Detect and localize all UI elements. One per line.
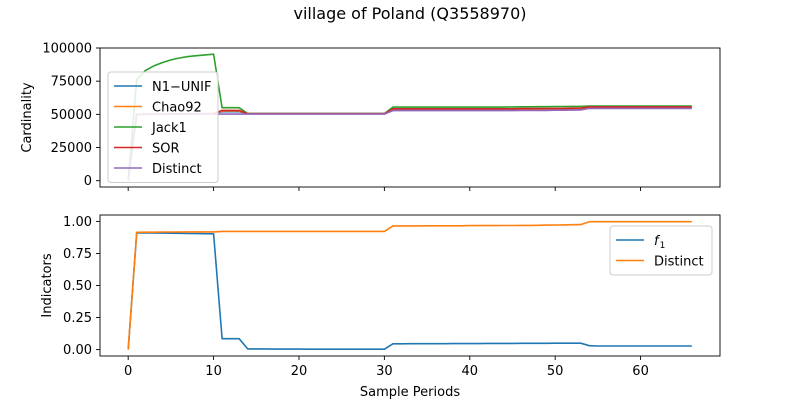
x-tick-label: 0 — [124, 364, 132, 379]
indicators-y-axis-label: Indicators — [40, 253, 55, 317]
x-axis-label: Sample Periods — [360, 385, 460, 400]
indicators-series-line-1 — [127, 220, 692, 350]
indicators-series-line-0 — [127, 232, 692, 351]
cardinality-legend: N1−UNIF Chao92 Jack1 SOR Distinct — [107, 71, 219, 183]
chart-title: village of Poland (Q3558970) — [293, 4, 526, 23]
cardinality-legend-box — [107, 71, 219, 183]
x-tick-label: 20 — [291, 364, 308, 379]
indicators-y-tick-label: 0.75 — [63, 247, 92, 262]
cardinality-y-tick-label: 50000 — [51, 108, 92, 123]
cardinality-y-tick-label: 100000 — [42, 42, 92, 57]
cardinality-legend-label: Distinct — [152, 162, 202, 177]
x-tick-label: 30 — [376, 364, 393, 379]
cardinality-series-line-4 — [127, 107, 692, 181]
cardinality-legend-label: N1−UNIF — [152, 80, 211, 95]
cardinality-y-tick-label: 25000 — [51, 141, 92, 156]
cardinality-legend-label: Jack1 — [151, 121, 187, 136]
cardinality-y-tick-label: 75000 — [51, 75, 92, 90]
indicators-y-tick-label: 0.00 — [63, 343, 92, 358]
cardinality-series-line-3 — [127, 106, 692, 181]
x-tick-label: 60 — [632, 364, 649, 379]
indicators-legend-label: f1 — [654, 234, 665, 251]
indicators-y-tick-label: 0.50 — [63, 279, 92, 294]
indicators-legend: f1 Distinct — [609, 225, 713, 276]
indicators-y-tick-label: 0.25 — [63, 311, 92, 326]
cardinality-y-tick-label: 0 — [84, 174, 92, 189]
indicators-legend-box — [609, 225, 713, 276]
indicators-legend-label: Distinct — [654, 255, 704, 270]
cardinality-legend-label: SOR — [152, 142, 180, 157]
cardinality-y-axis-label: Cardinality — [20, 82, 35, 153]
x-tick-label: 50 — [547, 364, 564, 379]
cardinality-legend-label: Chao92 — [152, 101, 202, 116]
x-tick-label: 40 — [462, 364, 479, 379]
x-tick-label: 10 — [205, 364, 222, 379]
indicators-y-tick-label: 1.00 — [63, 215, 92, 230]
cardinality-axes-frame — [99, 47, 721, 188]
